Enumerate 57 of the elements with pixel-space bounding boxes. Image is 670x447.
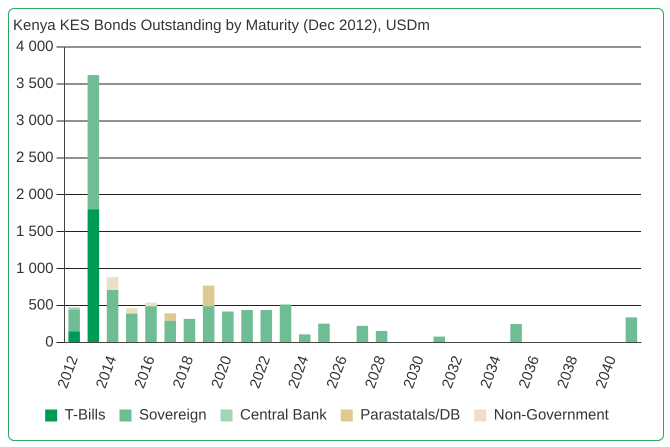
bar — [68, 331, 80, 342]
x-tick-label: 2018 — [170, 354, 198, 391]
x-tick-label: 2014 — [92, 354, 120, 391]
x-tick-label: 2038 — [554, 354, 582, 391]
bar — [145, 306, 157, 342]
bar — [356, 326, 368, 342]
bar — [376, 331, 388, 342]
legend-label: Sovereign — [138, 406, 207, 424]
bar — [145, 302, 157, 306]
bar — [184, 318, 196, 342]
bar — [164, 313, 176, 321]
x-tick-label: 2036 — [516, 354, 543, 391]
y-tick-label: 1 500 — [16, 222, 54, 240]
y-tick-label: 3 500 — [16, 75, 54, 92]
x-tick-label: 2030 — [400, 354, 428, 391]
bar — [626, 317, 638, 342]
x-tick-label: 2032 — [438, 354, 466, 391]
bar — [222, 311, 234, 342]
x-tick-label: 2040 — [592, 354, 620, 391]
chart-title: Kenya KES Bonds Outstanding by Maturity (Dec 2012), USDm — [13, 17, 430, 34]
y-tick-label: 2 000 — [16, 186, 54, 203]
bar — [88, 210, 100, 342]
y-tick-label: 3 000 — [16, 112, 54, 130]
bar — [241, 310, 253, 342]
x-tick-label: 2020 — [208, 354, 236, 391]
bar — [126, 308, 138, 314]
x-tick-label: 2012 — [54, 354, 82, 391]
bar — [126, 314, 138, 342]
bar — [318, 324, 330, 342]
bar — [202, 306, 214, 342]
bar — [510, 324, 522, 342]
legend-label: Central Bank — [240, 406, 328, 424]
x-tick-label: 2026 — [323, 354, 351, 391]
bar — [202, 286, 214, 306]
x-tick-label: 2028 — [362, 354, 390, 391]
y-tick-label: 2 500 — [16, 148, 54, 166]
bar — [88, 75, 100, 210]
x-tick-label: 2034 — [477, 354, 505, 391]
x-tick-label: 2016 — [131, 354, 159, 391]
legend-label: Parastatals/DB — [360, 406, 460, 424]
bar — [433, 336, 446, 342]
x-tick-label: 2022 — [246, 354, 274, 391]
bar — [260, 310, 272, 342]
bar — [164, 320, 176, 342]
bar — [68, 307, 80, 310]
bar — [298, 334, 310, 342]
bar — [106, 277, 118, 290]
legend-label: Non-Government — [494, 406, 610, 424]
legend-label: T-Bills — [64, 406, 106, 424]
y-tick-label: 500 — [28, 296, 54, 314]
y-tick-label: 1 000 — [16, 260, 54, 277]
bar — [280, 304, 292, 342]
x-tick-label: 2024 — [285, 354, 312, 391]
y-tick-label: 0 — [45, 334, 54, 351]
y-tick-label: 4 000 — [16, 38, 54, 56]
bar — [68, 310, 80, 332]
bar — [106, 290, 118, 342]
